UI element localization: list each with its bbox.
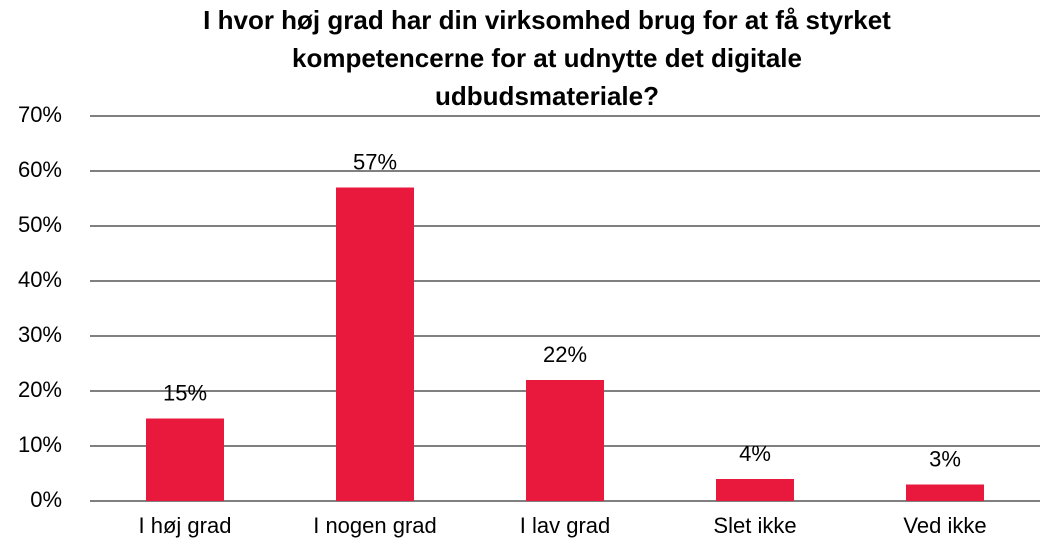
value-label: 57% <box>353 149 397 174</box>
y-tick-label: 30% <box>18 322 62 347</box>
y-tick-label: 60% <box>18 157 62 182</box>
bar <box>146 418 224 501</box>
chart-title: kompetencerne for at udnytte det digital… <box>292 43 802 73</box>
value-label: 22% <box>543 342 587 367</box>
y-tick-label: 50% <box>18 212 62 237</box>
chart-title: I hvor høj grad har din virksomhed brug … <box>203 5 891 35</box>
x-tick-label: I nogen grad <box>313 513 437 538</box>
x-tick-label: Ved ikke <box>903 513 986 538</box>
y-tick-label: 20% <box>18 377 62 402</box>
value-label: 4% <box>739 441 771 466</box>
bar <box>336 187 414 501</box>
bar <box>906 484 984 501</box>
x-tick-label: I høj grad <box>139 513 232 538</box>
bar <box>716 479 794 501</box>
y-tick-label: 10% <box>18 432 62 457</box>
x-tick-label: Slet ikke <box>713 513 796 538</box>
y-tick-label: 40% <box>18 267 62 292</box>
bar <box>526 380 604 501</box>
value-label: 15% <box>163 380 207 405</box>
chart-title: udbudsmateriale? <box>435 81 659 111</box>
x-tick-label: I lav grad <box>520 513 611 538</box>
y-tick-label: 0% <box>30 487 62 512</box>
y-tick-label: 70% <box>18 102 62 127</box>
value-label: 3% <box>929 446 961 471</box>
